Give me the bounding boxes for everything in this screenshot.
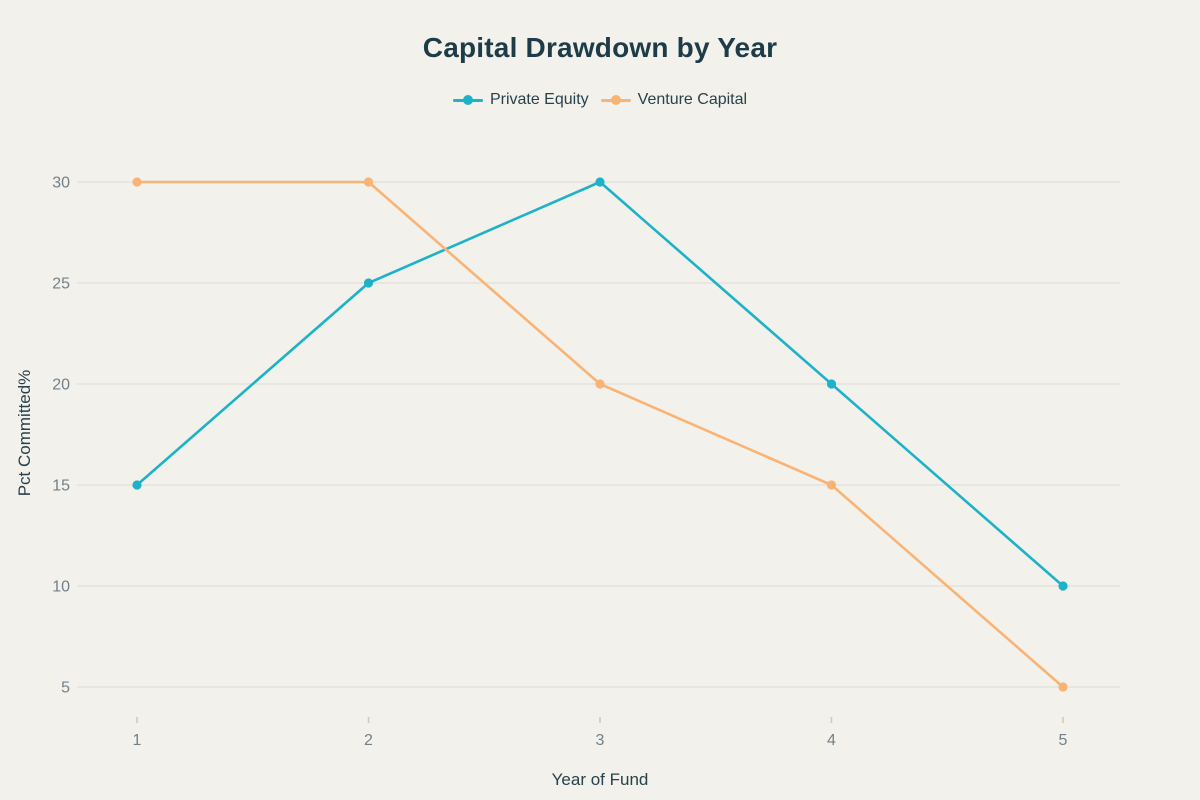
chart-title: Capital Drawdown by Year: [422, 32, 778, 63]
legend: Private Equity Venture Capital: [0, 91, 1200, 109]
data-point-private-equity-x1: [132, 480, 142, 490]
data-point-private-equity-x2: [363, 278, 374, 288]
legend-label-private-equity: Private Equity: [489, 91, 589, 108]
y-tick-label: 20: [52, 377, 70, 394]
x-axis-title: Year of Fund: [551, 770, 649, 789]
x-tick-label: 3: [596, 732, 605, 749]
y-tick-label: 5: [61, 680, 70, 697]
y-axis-title: Pct Committed%: [15, 369, 34, 497]
legend-item-private-equity[interactable]: Private Equity: [452, 91, 589, 109]
series-line-venture-capital: [135, 180, 1065, 689]
data-point-venture-capital-x1: [132, 177, 142, 187]
y-tick-label: 15: [52, 478, 70, 495]
data-point-venture-capital-x4: [826, 480, 837, 490]
legend-item-venture-capital[interactable]: Venture Capital: [600, 91, 748, 109]
data-point-private-equity-x3: [595, 177, 605, 187]
data-point-venture-capital-x5: [1058, 682, 1068, 692]
data-point-private-equity-x5: [1058, 581, 1068, 591]
legend-label-venture-capital: Venture Capital: [637, 91, 748, 108]
x-tick-label: 2: [364, 732, 373, 749]
data-point-venture-capital-x3: [595, 379, 605, 389]
y-tick-label: 10: [52, 579, 70, 596]
line-dot-marker-icon: [600, 95, 631, 105]
data-point-venture-capital-x2: [363, 177, 374, 187]
x-tick-label: 5: [1059, 732, 1068, 749]
x-tick-label: 1: [133, 732, 142, 749]
y-tick-label: 25: [52, 276, 70, 293]
y-tick-label: 30: [52, 175, 70, 192]
line-dot-marker-icon: [452, 95, 483, 105]
data-point-private-equity-x4: [826, 379, 837, 389]
x-tick-label: 4: [827, 732, 836, 749]
